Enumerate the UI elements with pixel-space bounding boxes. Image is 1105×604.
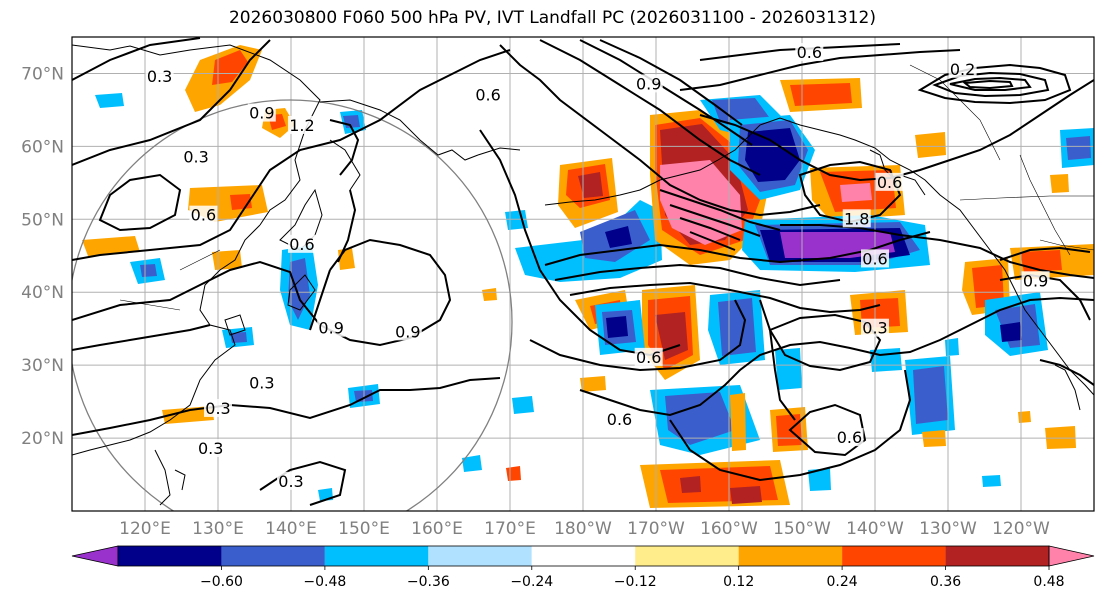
- colorbar-label: 0.12: [723, 574, 754, 590]
- longitude-label: 140°W: [846, 519, 904, 539]
- longitude-label: 120°W: [992, 519, 1050, 539]
- contour-label: 0.3: [862, 319, 887, 338]
- contour-label: 0.3: [198, 439, 223, 458]
- map-panel: 0.3 0.9 1.2 0.3 0.6 0.6 0.6 0.9 0.9 0.3 0.3 0.3 0.3 0…: [72, 37, 1094, 511]
- contour-label-bg: [393, 322, 422, 341]
- contour-label-bg: [196, 439, 225, 458]
- contour-label-bg: [182, 147, 211, 166]
- colorbar-segment: [945, 546, 1049, 566]
- colorbar-extend-high: [1048, 545, 1095, 567]
- colorbar-segment: [531, 546, 636, 566]
- colorbar-segment: [118, 546, 222, 566]
- colorbar-segment: [221, 546, 325, 566]
- contour-label: 0.3: [183, 147, 208, 166]
- colorbar: −0.60 −0.48 −0.36 −0.24 −0.12 0.12 0.24 0.36 0.4…: [71, 545, 1095, 590]
- contour-label: 0.6: [797, 43, 822, 62]
- contour-label: 0.3: [147, 67, 172, 86]
- pv-contours: [72, 37, 1094, 506]
- colorbar-label: −0.36: [407, 574, 450, 590]
- contour-label: 0.6: [475, 85, 500, 104]
- range-circle: [72, 99, 513, 511]
- contour-label-bg: [634, 74, 663, 93]
- map-frame: [71, 36, 1095, 512]
- longitude-label: 180°W: [554, 519, 612, 539]
- latitude-label: 60°N: [21, 137, 64, 157]
- contour-label-bg: [795, 43, 824, 62]
- contour-label-bg: [861, 249, 889, 268]
- colorbar-label: −0.12: [614, 574, 657, 590]
- latitude-label: 20°N: [21, 429, 64, 449]
- longitude-labels: 120°E 130°E 140°E 150°E 160°E 170°E 180°W 170°W…: [119, 519, 1050, 539]
- contour-label: 0.6: [191, 206, 216, 225]
- latitude-label: 40°N: [21, 283, 64, 303]
- longitude-label: 130°W: [919, 519, 977, 539]
- longitude-label: 170°W: [627, 519, 685, 539]
- contour-label: 0.6: [837, 428, 862, 447]
- latitude-label: 50°N: [21, 210, 64, 230]
- colorbar-segment: [738, 546, 843, 566]
- colorbar-segment: [635, 546, 739, 566]
- contour-label: 0.9: [1023, 271, 1048, 290]
- latitude-label: 70°N: [21, 64, 64, 84]
- contour-label-bg: [189, 205, 218, 224]
- latitude-labels: 70°N 60°N 50°N 40°N 30°N 20°N: [21, 64, 64, 449]
- colorbar-extend-low: [71, 545, 119, 567]
- longitude-label: 150°E: [338, 519, 390, 539]
- graticule: [72, 37, 1094, 511]
- contour-label: 0.6: [289, 235, 314, 254]
- contour-label: 0.3: [205, 399, 230, 418]
- contour-label-bg: [474, 85, 503, 104]
- colorbar-label: −0.48: [303, 574, 346, 590]
- colorbar-segment: [428, 546, 532, 566]
- contour-label-bg: [247, 373, 276, 392]
- longitude-label: 160°W: [700, 519, 758, 539]
- colorbar-label: 0.36: [930, 574, 961, 590]
- contour-label-bg: [835, 428, 864, 447]
- map-title: 2026030800 F060 500 hPa PV, IVT Landfall…: [228, 8, 876, 28]
- contour-label: 0.9: [636, 74, 661, 93]
- contour-label: 0.3: [249, 373, 274, 392]
- contour-label: 0.9: [249, 104, 274, 123]
- colorbar-label: 0.48: [1033, 574, 1064, 590]
- colorbar-frame: [117, 545, 1050, 567]
- longitude-label: 150°W: [773, 519, 831, 539]
- contour-label-bg: [145, 67, 174, 86]
- contour-label: 0.9: [395, 322, 420, 341]
- colorbar-label: −0.60: [200, 574, 243, 590]
- contour-label-bg: [277, 471, 305, 490]
- contour-label-bg: [634, 347, 663, 366]
- contour-label-bg: [842, 209, 871, 228]
- contour-label-bg: [1021, 271, 1050, 290]
- contour-label-bg: [287, 234, 316, 253]
- longitude-label: 170°E: [484, 519, 536, 539]
- contour-label-bg: [247, 103, 276, 122]
- contour-label-bg: [605, 409, 634, 428]
- contour-label-bg: [204, 398, 232, 417]
- contour-label: 1.2: [289, 116, 314, 135]
- contour-label: 0.2: [950, 60, 975, 79]
- contour-label-bg: [287, 115, 316, 134]
- contour-label: 1.8: [844, 209, 869, 228]
- contour-label-bg: [861, 318, 889, 337]
- latitude-label: 30°N: [21, 356, 64, 376]
- contour-label: 0.9: [318, 319, 343, 338]
- colorbar-label: 0.24: [827, 574, 858, 590]
- contour-label: 0.3: [278, 472, 303, 491]
- colorbar-segment: [324, 546, 429, 566]
- colorbar-segment: [842, 546, 946, 566]
- colorbar-label: −0.24: [510, 574, 553, 590]
- longitude-label: 140°E: [265, 519, 317, 539]
- contour-label: 0.6: [877, 173, 902, 192]
- longitude-label: 130°E: [192, 519, 244, 539]
- longitude-label: 120°E: [119, 519, 171, 539]
- contour-label: 0.6: [636, 348, 661, 367]
- contour-label-bg: [875, 172, 904, 191]
- contour-labels: 0.3 0.9 1.2 0.3 0.6 0.6 0.6 0.9 0.9 0.3 0.3 0.3 0.3 0…: [145, 43, 1050, 491]
- contour-label-bg: [317, 318, 346, 337]
- longitude-label: 160°E: [411, 519, 463, 539]
- contour-label: 0.6: [607, 410, 632, 429]
- contour-label-bg: [948, 59, 977, 78]
- contour-label: 0.6: [862, 249, 887, 268]
